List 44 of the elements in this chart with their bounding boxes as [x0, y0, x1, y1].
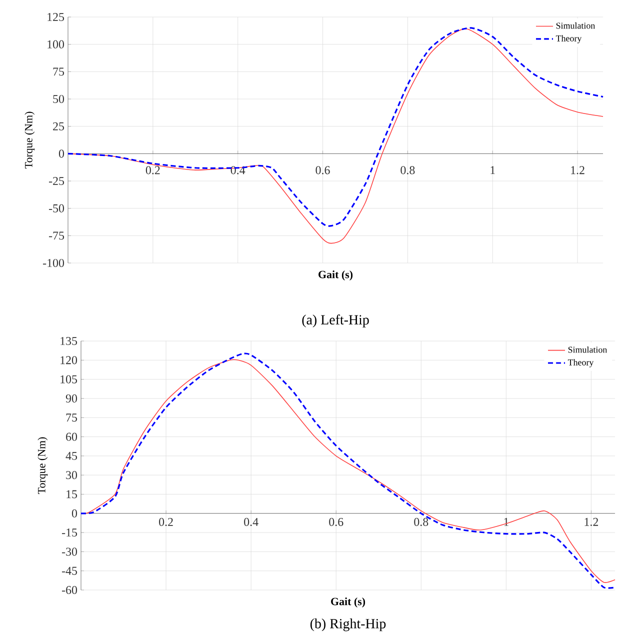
legend-label: Theory — [568, 359, 594, 368]
x-tick-label: 0.8 — [400, 166, 415, 174]
x-tick-label: 0.4 — [244, 518, 258, 526]
legend-label: Simulation — [556, 22, 596, 29]
y-tick-label: 120 — [60, 356, 78, 364]
x-tick-label: 0.6 — [316, 166, 330, 174]
y-tick-label: -60 — [62, 586, 78, 594]
y-tick-label: 45 — [66, 452, 78, 460]
text: (a) Left-Hip — [302, 314, 369, 328]
y-tick-label: 0 — [58, 150, 64, 158]
y-tick-label: -75 — [48, 232, 64, 240]
y-tick-label: 50 — [53, 94, 64, 104]
y-tick-label: -45 — [62, 566, 78, 575]
x-axis-title: Gait (s) — [331, 598, 366, 608]
y-axis-title: Torque (Nm) — [24, 112, 35, 168]
y-tick-label: -25 — [48, 176, 64, 186]
y-tick-label: 30 — [66, 471, 78, 480]
x-tick-label: 0.6 — [329, 518, 344, 526]
legend-label: Theory — [556, 35, 582, 44]
legend-label: Simulation — [568, 346, 608, 353]
x-tick-label: 1 — [490, 166, 495, 174]
y-tick-label: -50 — [48, 204, 64, 212]
y-tick-label: 105 — [60, 375, 78, 384]
y-tick-label: 75 — [66, 414, 78, 422]
x-tick-label: 0.2 — [159, 518, 173, 526]
x-tick-label: 1.2 — [584, 518, 598, 526]
x-tick-label: 1.2 — [571, 166, 584, 174]
x-tick-label: 0.2 — [146, 166, 160, 174]
y-tick-label: 15 — [66, 490, 78, 498]
y-tick-label: 75 — [53, 68, 64, 76]
y-tick-label: 25 — [53, 122, 64, 130]
y-tick-label: -30 — [62, 548, 78, 556]
y-tick-label: 135 — [60, 336, 78, 346]
x-axis-title: Gait (s) — [318, 270, 353, 280]
y-tick-label: 0 — [72, 509, 78, 518]
y-tick-label: 100 — [48, 40, 64, 48]
y-tick-label: 125 — [48, 12, 64, 22]
y-tick-label: -100 — [43, 258, 64, 268]
y-axis-title: Torque (Nm) — [38, 437, 48, 494]
y-tick-label: -15 — [62, 528, 78, 537]
x-tick-label: 0.8 — [414, 518, 428, 526]
y-tick-label: 90 — [66, 394, 78, 402]
text: (b) Right-Hip — [310, 618, 386, 632]
y-tick-label: 60 — [66, 432, 78, 441]
